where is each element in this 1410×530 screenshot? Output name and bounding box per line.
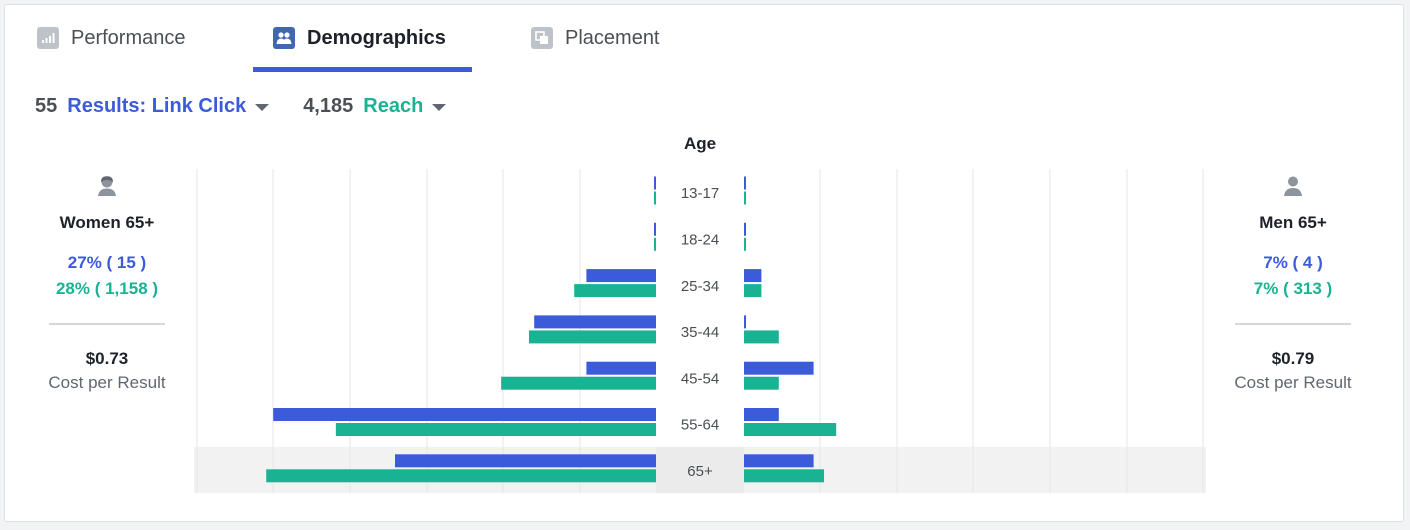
women-reach-bar xyxy=(335,423,656,436)
women-title: Women 65+ xyxy=(59,213,155,232)
reach-label: Reach xyxy=(363,95,424,117)
age-tick-label: 18-24 xyxy=(681,231,719,248)
results-label: Results: Link Click xyxy=(67,95,247,117)
men-results-pct: 7% ( 4 ) xyxy=(1263,253,1323,272)
people-icon xyxy=(273,27,295,49)
bar-chart-icon xyxy=(37,27,59,49)
men-reach-pct: 7% ( 313 ) xyxy=(1253,279,1333,298)
results-metric-dropdown[interactable]: 55 Results: Link Click xyxy=(35,95,270,118)
men-reach-bar xyxy=(744,423,837,436)
age-label-column xyxy=(656,169,744,494)
age-tick-label: 13-17 xyxy=(681,185,719,202)
men-results-bar xyxy=(744,315,746,329)
reach-count: 4,185 xyxy=(303,95,354,117)
results-count: 55 xyxy=(35,95,58,117)
women-reach-bar xyxy=(654,237,656,251)
tab-performance[interactable]: Performance xyxy=(37,5,186,71)
women-results-bar xyxy=(534,315,656,329)
age-tick-label: 55-64 xyxy=(681,417,719,434)
women-results-bar xyxy=(395,454,656,468)
women-reach-bar xyxy=(528,330,656,344)
women-results-bar xyxy=(273,408,656,421)
chevron-down-icon xyxy=(255,104,270,111)
placement-icon xyxy=(531,27,553,49)
men-cost: $0.79 xyxy=(1271,349,1315,368)
reach-metric-dropdown[interactable]: 4,185 Reach xyxy=(303,95,447,118)
men-reach-bar xyxy=(744,237,746,251)
women-results-pct: 27% ( 15 ) xyxy=(67,253,147,272)
women-results-bar xyxy=(586,269,656,283)
age-tick-label: 35-44 xyxy=(681,324,719,341)
women-results-bar xyxy=(586,361,656,375)
men-results-bar xyxy=(744,454,814,468)
women-cost-label: Cost per Result xyxy=(48,373,166,392)
women-reach-bar xyxy=(574,284,656,298)
men-reach-bar xyxy=(744,330,779,344)
men-summary: Men 65+ 7% ( 4 ) 7% ( 313 ) $0.79 Cost p… xyxy=(1213,175,1373,393)
tab-label: Demographics xyxy=(307,26,446,49)
women-cost: $0.73 xyxy=(85,349,129,368)
men-title: Men 65+ xyxy=(1259,213,1327,232)
woman-icon xyxy=(27,175,187,201)
men-reach-bar xyxy=(744,469,825,483)
chevron-down-icon xyxy=(432,104,447,111)
divider xyxy=(1235,323,1351,325)
men-results-bar xyxy=(744,361,814,375)
women-results-bar xyxy=(654,176,656,190)
metric-row: 55 Results: Link Click 4,185 Reach xyxy=(35,95,480,118)
tab-label: Performance xyxy=(71,26,186,49)
tab-label: Placement xyxy=(565,26,660,49)
women-reach-bar xyxy=(654,191,656,205)
women-reach-pct: 28% ( 1,158 ) xyxy=(55,279,159,298)
men-results-bar xyxy=(744,176,746,190)
men-results-bar xyxy=(744,408,779,421)
women-reach-bar xyxy=(501,376,656,390)
men-reach-bar xyxy=(744,284,762,298)
tab-demographics[interactable]: Demographics xyxy=(273,5,446,71)
age-tick-label: 25-34 xyxy=(681,278,719,295)
age-gender-chart: Age 13-17 18-24 25-34 35-44 45-54 55-64 65+ xyxy=(194,134,1206,494)
highlighted-label-cell xyxy=(656,446,744,494)
men-cost-label: Cost per Result xyxy=(1234,373,1352,392)
men-results-bar xyxy=(744,269,762,283)
active-tab-indicator xyxy=(253,67,472,72)
men-results-bar xyxy=(744,222,746,236)
age-tick-label: 45-54 xyxy=(681,370,719,387)
women-reach-bar xyxy=(266,469,656,483)
demographics-card: Performance Demographics Placement 55 Re… xyxy=(4,4,1404,522)
men-reach-bar xyxy=(744,376,779,390)
women-results-bar xyxy=(654,222,656,236)
tab-placement[interactable]: Placement xyxy=(531,5,660,71)
women-summary: Women 65+ 27% ( 15 ) 28% ( 1,158 ) $0.73… xyxy=(27,175,187,393)
divider xyxy=(49,323,165,325)
man-icon xyxy=(1213,175,1373,201)
age-tick-label: 65+ xyxy=(687,463,713,480)
chart-title: Age xyxy=(684,134,716,153)
men-reach-bar xyxy=(744,191,746,205)
